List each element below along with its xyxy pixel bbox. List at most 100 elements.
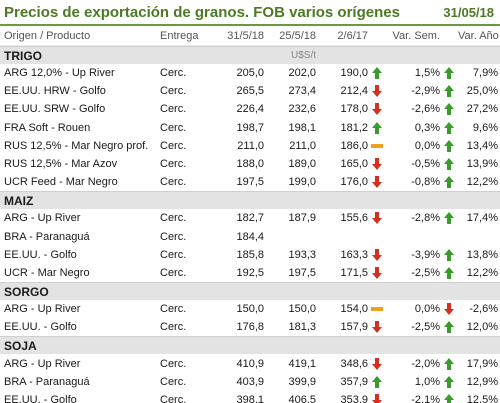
- table-row: ARG - Up River Cerc. 150,0 150,0 154,0 0,0% -2…: [0, 300, 500, 318]
- delivery: Cerc.: [160, 176, 187, 189]
- price-year-ago: 353,9: [340, 393, 368, 403]
- section-header-sorgo: SORGO: [0, 282, 500, 301]
- arrow-up-icon: [440, 266, 458, 279]
- product-name: EE.UU. SRW - Golfo: [4, 103, 106, 116]
- weekly-change: -2,5%: [411, 321, 440, 334]
- product-name: ARG - Up River: [4, 303, 81, 316]
- weekly-change: -0,8%: [411, 176, 440, 189]
- arrow-up-icon: [440, 158, 458, 171]
- delivery: Cerc.: [160, 357, 187, 370]
- yearly-change: 12,9%: [466, 375, 498, 388]
- price-week-ago: 193,3: [288, 248, 316, 261]
- product-name: RUS 12,5% - Mar Azov: [4, 158, 118, 171]
- price-current: 398,1: [236, 393, 264, 403]
- weekly-change: -0,5%: [411, 158, 440, 171]
- delivery: Cerc.: [160, 103, 187, 116]
- header-date-1: 31/5/18: [227, 29, 264, 42]
- price-year-ago: 181,2: [340, 121, 368, 134]
- header-origin: Origen / Producto: [4, 29, 91, 42]
- table-row: EE.UU. - Golfo Cerc. 176,8 181,3 157,9 -2,5% 1…: [0, 318, 500, 336]
- arrow-down-icon: [368, 321, 386, 334]
- weekly-change: 0,0%: [414, 139, 440, 152]
- weekly-change: -2,6%: [411, 103, 440, 116]
- price-year-ago: 178,0: [340, 103, 368, 116]
- price-year-ago: 357,9: [340, 375, 368, 388]
- price-current: 188,0: [236, 158, 264, 171]
- delivery: Cerc.: [160, 266, 187, 279]
- delivery: Cerc.: [160, 230, 187, 243]
- arrow-up-icon: [440, 321, 458, 334]
- product-name: RUS 12,5% - Mar Negro prof.: [4, 139, 149, 152]
- price-current: 205,0: [236, 67, 264, 80]
- arrow-up-icon: [368, 67, 386, 80]
- delivery: Cerc.: [160, 121, 187, 134]
- delivery: Cerc.: [160, 67, 187, 80]
- weekly-change: -2,0%: [411, 357, 440, 370]
- header-weekly-change: Var. Sem.: [392, 29, 440, 42]
- weekly-change: 0,3%: [414, 121, 440, 134]
- delivery: Cerc.: [160, 393, 187, 403]
- price-current: 198,7: [236, 121, 264, 134]
- delivery: Cerc.: [160, 375, 187, 388]
- yearly-change: 13,4%: [466, 139, 498, 152]
- arrow-down-icon: [368, 266, 386, 279]
- units-label: U$S/t: [290, 50, 316, 61]
- table-row: RUS 12,5% - Mar Negro prof. Cerc. 211,0 211…: [0, 137, 500, 155]
- price-year-ago: 155,6: [340, 212, 368, 225]
- product-name: UCR - Mar Negro: [4, 266, 90, 279]
- yearly-change: 13,8%: [466, 248, 498, 261]
- arrow-down-icon: [368, 357, 386, 370]
- price-year-ago: 348,6: [340, 357, 368, 370]
- price-current: 185,8: [236, 248, 264, 261]
- product-name: EE.UU. - Golfo: [4, 393, 77, 403]
- table-header: Origen / Producto Entrega 31/5/18 25/5/1…: [0, 26, 500, 46]
- price-week-ago: 211,0: [289, 139, 316, 152]
- arrow-up-icon: [368, 121, 386, 134]
- yearly-change: 9,6%: [472, 121, 498, 134]
- header-date-3: 2/6/17: [337, 29, 368, 42]
- arrow-up-icon: [440, 85, 458, 98]
- weekly-change: -2,5%: [411, 266, 440, 279]
- arrow-down-icon: [368, 158, 386, 171]
- delivery: Cerc.: [160, 212, 187, 225]
- price-current: 182,7: [236, 212, 264, 225]
- arrow-up-icon: [440, 103, 458, 116]
- delivery: Cerc.: [160, 248, 187, 261]
- yearly-change: 12,0%: [466, 321, 498, 334]
- header-date-2: 25/5/18: [279, 29, 316, 42]
- price-year-ago: 212,4: [340, 85, 368, 98]
- price-current: 410,9: [236, 357, 264, 370]
- weekly-change: -2,1%: [411, 393, 440, 403]
- price-current: 176,8: [236, 321, 264, 334]
- weekly-change: 0,0%: [414, 303, 440, 316]
- product-name: EE.UU. HRW - Golfo: [4, 85, 106, 98]
- arrow-down-icon: [368, 248, 386, 261]
- price-week-ago: 197,5: [288, 266, 316, 279]
- price-current: 197,5: [236, 176, 264, 189]
- product-name: ARG - Up River: [4, 212, 81, 225]
- product-name: ARG 12,0% - Up River: [4, 67, 115, 80]
- weekly-change: 1,0%: [414, 375, 440, 388]
- title-bar: Precios de exportación de granos. FOB va…: [0, 0, 500, 26]
- yearly-change: 12,2%: [466, 266, 498, 279]
- yearly-change: 17,9%: [466, 357, 498, 370]
- section-header-soja: SOJA: [0, 336, 500, 355]
- product-name: EE.UU. - Golfo: [4, 321, 77, 334]
- price-week-ago: 199,0: [288, 176, 316, 189]
- yearly-change: 12,2%: [466, 176, 498, 189]
- table-row: EE.UU. - Golfo Cerc. 185,8 193,3 163,3 -3,9% 1…: [0, 246, 500, 264]
- price-week-ago: 399,9: [288, 375, 316, 388]
- weekly-change: -2,9%: [411, 85, 440, 98]
- price-year-ago: 154,0: [340, 303, 368, 316]
- table-row: EE.UU. HRW - Golfo Cerc. 265,5 273,4 212,4 -2…: [0, 82, 500, 100]
- yearly-change: 17,4%: [466, 212, 498, 225]
- price-current: 211,0: [237, 139, 264, 152]
- arrow-down-icon: [368, 393, 386, 403]
- section-header-maiz: MAIZ: [0, 191, 500, 210]
- price-week-ago: 406,5: [288, 393, 316, 403]
- product-name: EE.UU. - Golfo: [4, 248, 77, 261]
- product-name: BRA - Paranaguá: [4, 375, 90, 388]
- yearly-change: 12,5%: [466, 393, 498, 403]
- arrow-up-icon: [440, 121, 458, 134]
